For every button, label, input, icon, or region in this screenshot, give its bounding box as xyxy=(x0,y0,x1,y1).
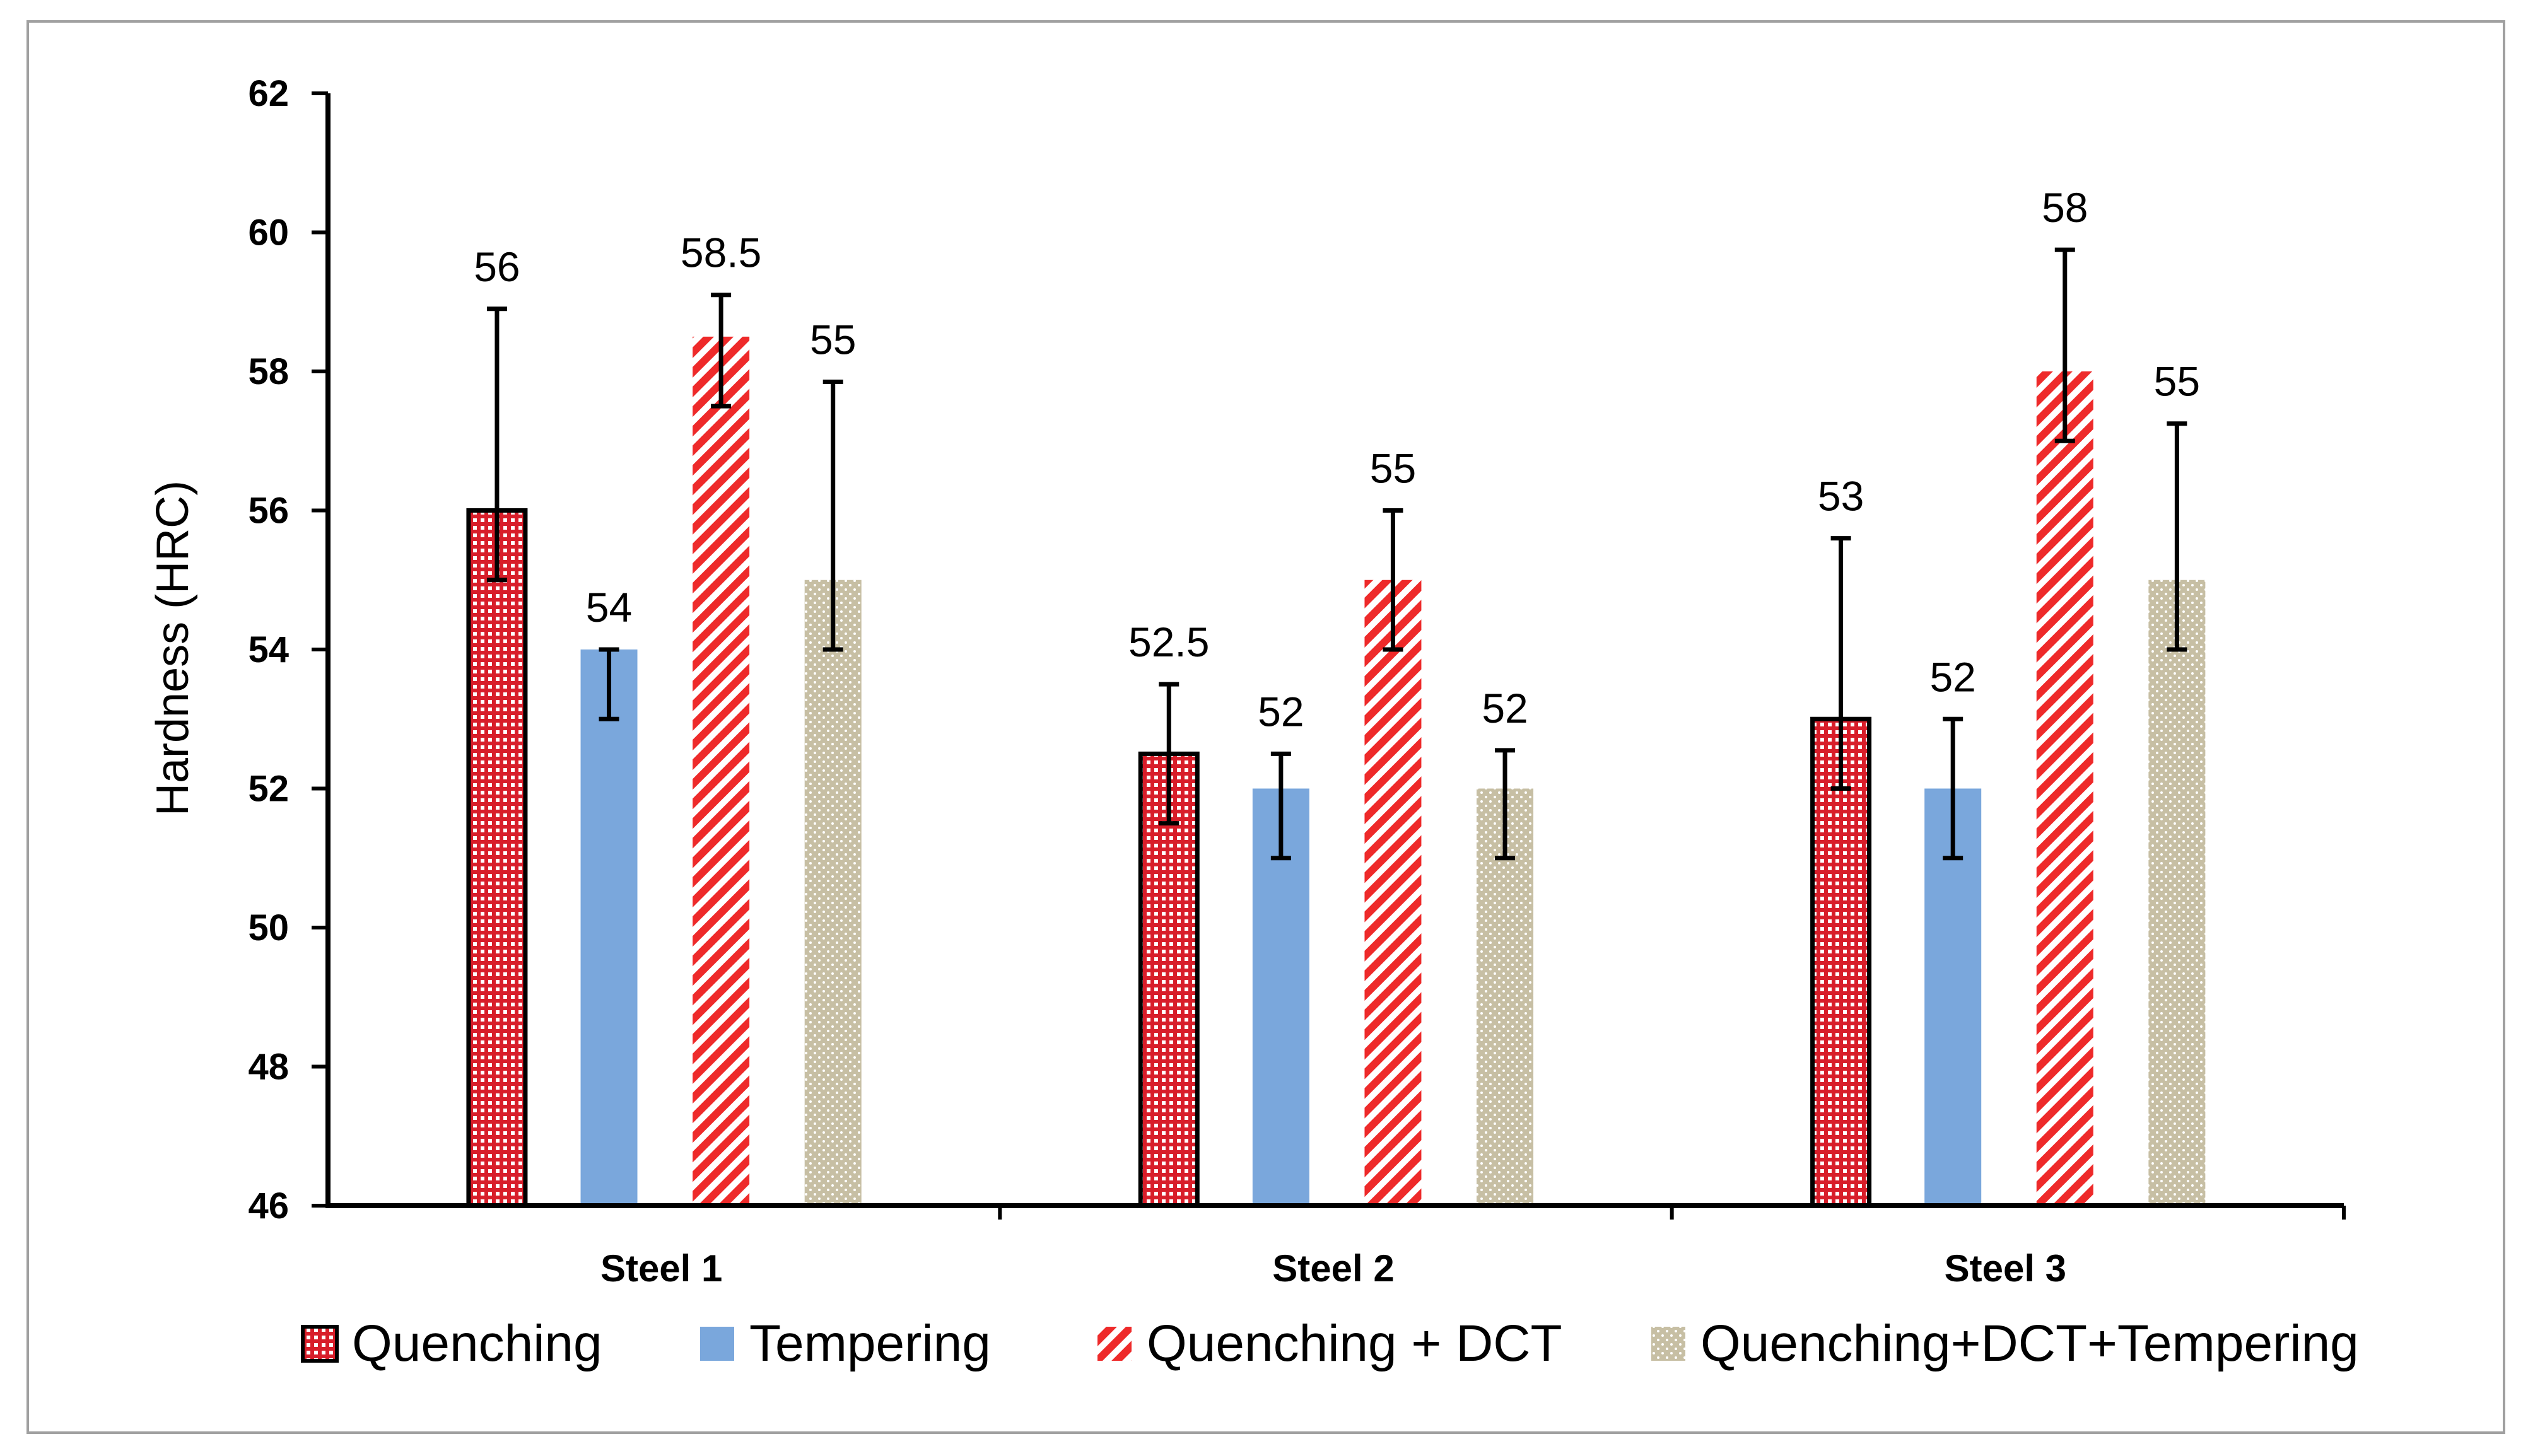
legend: Quenching Tempering Quenching + DCT Quenchi… xyxy=(301,1315,2359,1372)
y-tick-label: 56 xyxy=(248,491,289,532)
y-axis-ticks: 46 48 50 52 54 56 58 60 62 xyxy=(248,73,328,1226)
y-tick-label: 58 xyxy=(248,351,289,392)
data-label: 58.5 xyxy=(681,230,761,276)
legend-swatch xyxy=(301,1325,339,1363)
bar xyxy=(1138,751,1200,1208)
y-tick-label: 50 xyxy=(248,907,289,948)
legend-label: Quenching+DCT+Tempering xyxy=(1700,1315,2359,1372)
legend-swatch xyxy=(700,1327,734,1361)
data-label: 52 xyxy=(1929,653,1975,700)
data-label: 55 xyxy=(1370,445,1416,492)
legend-label: Tempering xyxy=(749,1315,991,1372)
y-tick-label: 52 xyxy=(248,769,289,810)
bar xyxy=(580,649,638,1206)
category-labels: Steel 1 Steel 2 Steel 3 xyxy=(600,1247,2066,1290)
bar xyxy=(2148,579,2206,1206)
y-tick-label: 60 xyxy=(248,213,289,253)
data-label: 55 xyxy=(2154,358,2200,405)
legend-label: Quenching xyxy=(352,1315,602,1372)
bar xyxy=(2036,371,2093,1206)
data-labels: 56 54 58.5 55 52.5 52 55 52 53 52 58 55 xyxy=(474,184,2200,735)
category-label: Steel 2 xyxy=(1272,1247,1394,1290)
data-label: 52 xyxy=(1482,685,1528,731)
legend-swatch xyxy=(1651,1327,1685,1361)
data-label: 58 xyxy=(2042,184,2088,231)
y-tick-label: 48 xyxy=(248,1047,289,1088)
data-label: 52.5 xyxy=(1128,619,1209,665)
data-label: 52 xyxy=(1258,688,1304,735)
category-label: Steel 3 xyxy=(1945,1247,2066,1290)
y-axis-title: Hardness (HRC) xyxy=(148,480,198,816)
y-tick-label: 62 xyxy=(248,73,289,114)
bar xyxy=(1810,716,1872,1208)
data-label: 53 xyxy=(1818,473,1864,520)
category-label: Steel 1 xyxy=(600,1247,722,1290)
legend-swatch xyxy=(1097,1327,1132,1361)
y-tick-label: 54 xyxy=(248,629,289,670)
bar xyxy=(693,336,750,1206)
data-label: 55 xyxy=(810,317,856,363)
y-tick-label: 46 xyxy=(248,1185,289,1226)
data-label: 54 xyxy=(586,584,632,631)
bar xyxy=(804,579,862,1206)
legend-label: Quenching + DCT xyxy=(1147,1315,1562,1372)
bar xyxy=(466,508,528,1208)
error-bars xyxy=(486,247,2187,861)
bar xyxy=(1364,579,1422,1206)
data-label: 56 xyxy=(474,243,520,290)
